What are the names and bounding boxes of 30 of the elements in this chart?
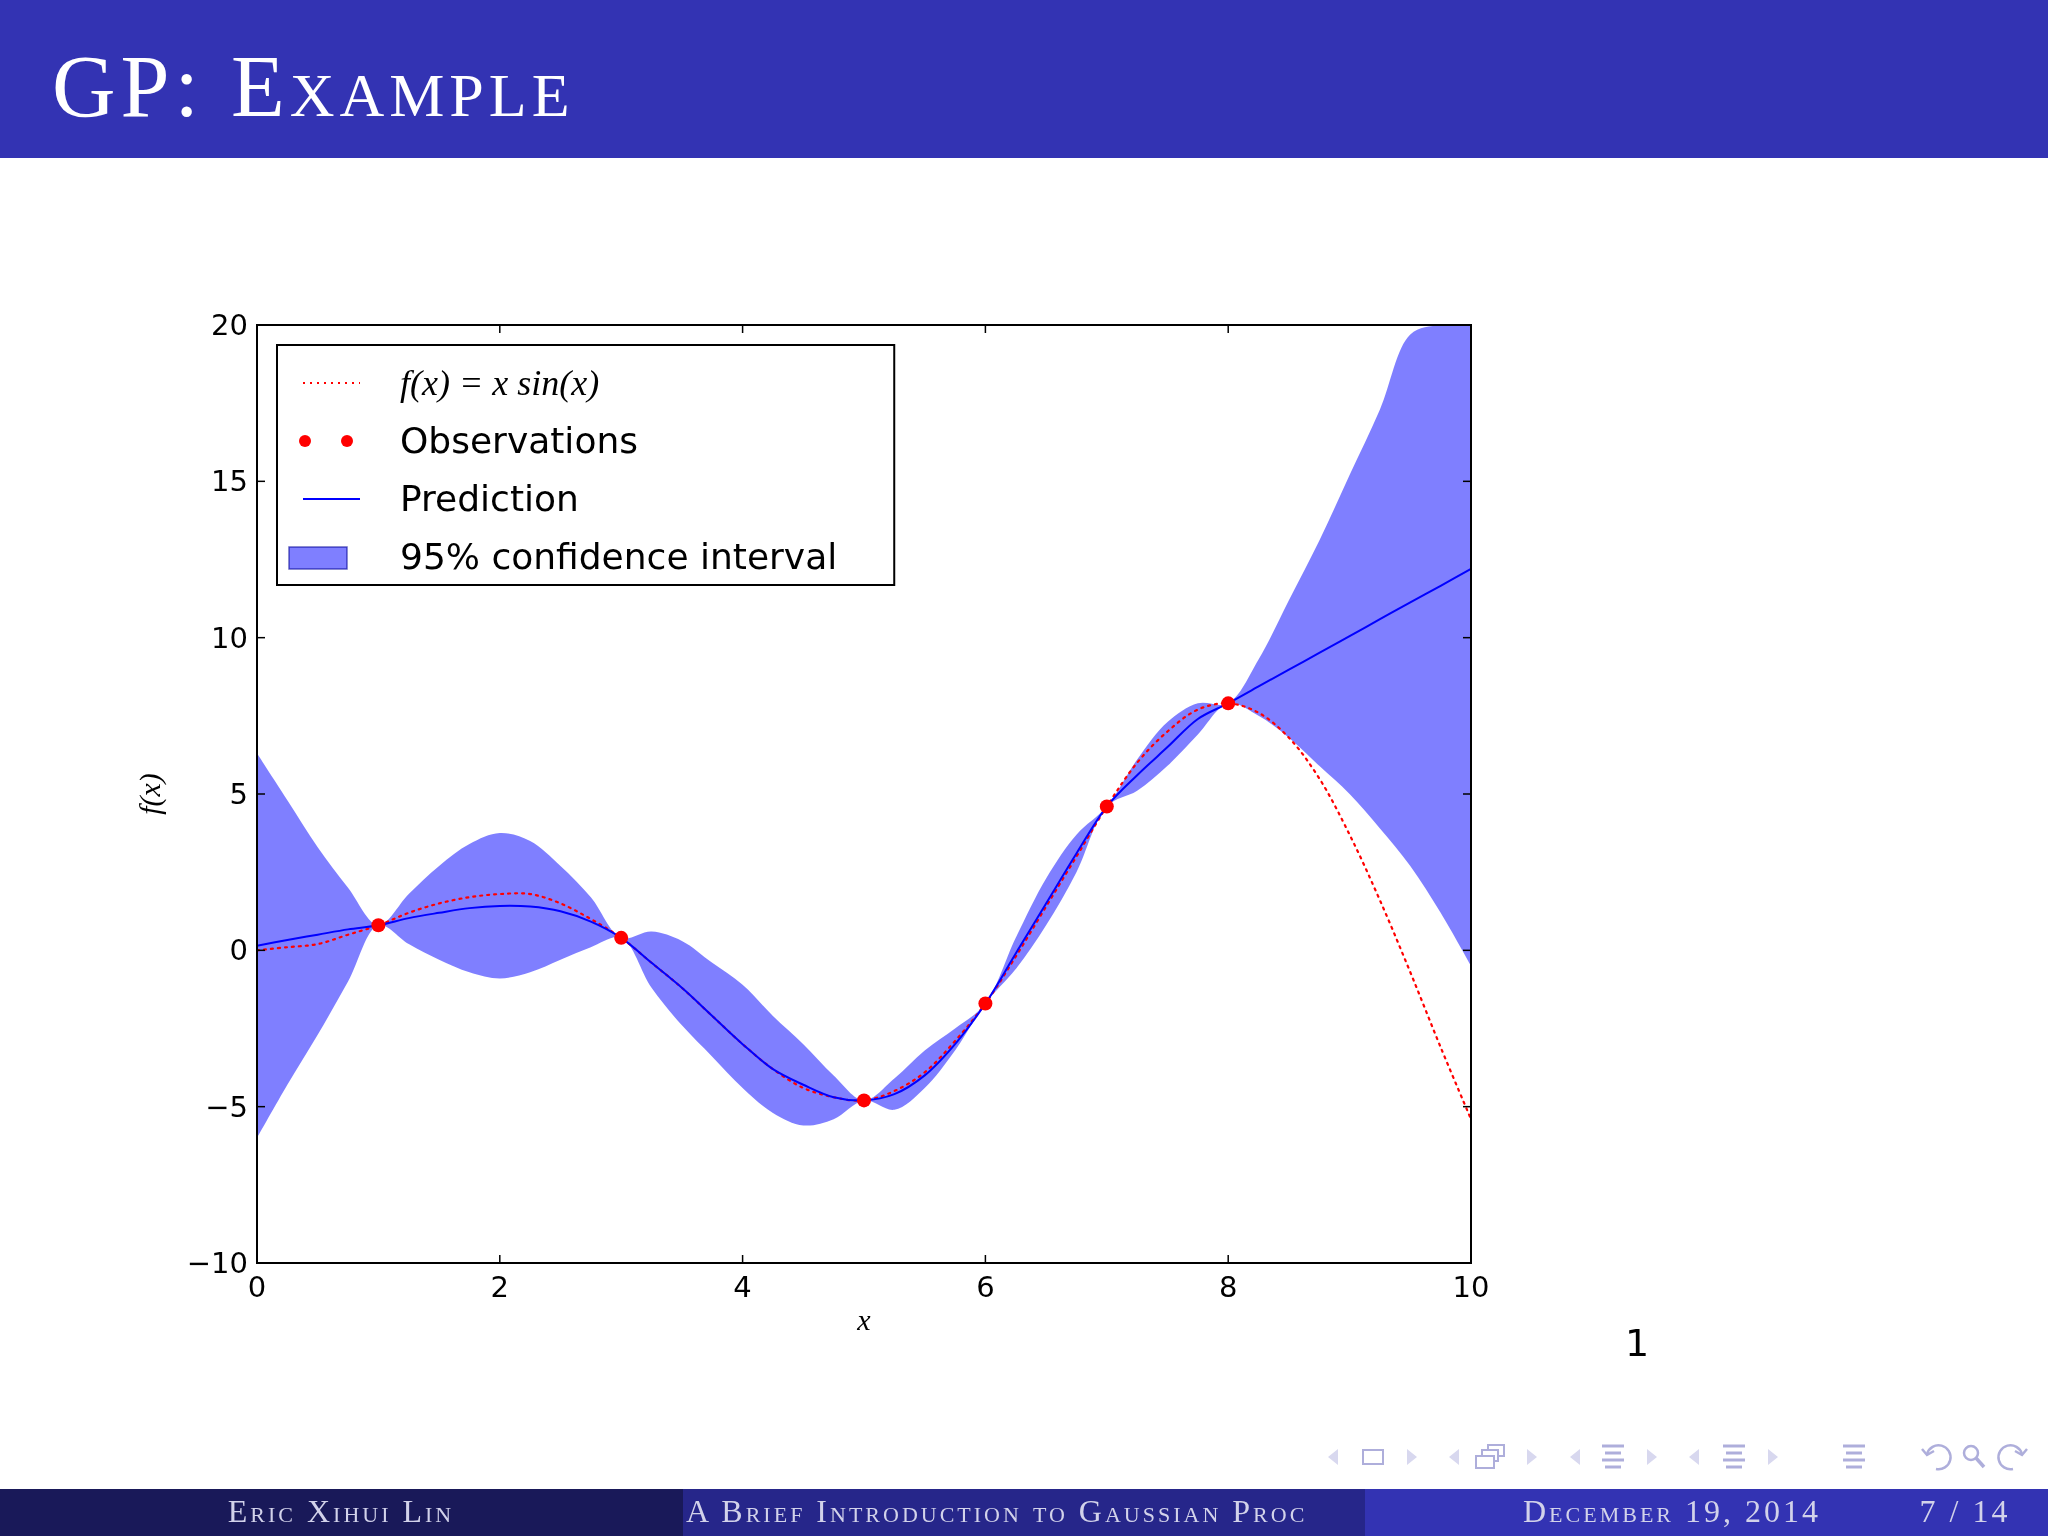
point [614, 930, 629, 945]
annotation: 95% confidence interval [400, 536, 838, 577]
x-tick-label: 8 [1218, 1270, 1238, 1304]
y-axis-title: f(x) [133, 773, 167, 815]
point [371, 918, 386, 933]
y-tick-label: 15 [211, 464, 248, 499]
y-tick-label: 0 [229, 933, 248, 968]
x-tick-label: 4 [733, 1270, 752, 1304]
x-tick-label: 6 [976, 1270, 995, 1304]
y-tick-label: −10 [186, 1246, 248, 1280]
point [1099, 799, 1114, 814]
legend-label: Prediction [400, 478, 579, 519]
text: 1 [1624, 1321, 1650, 1365]
point [1221, 696, 1236, 711]
y-tick-label: 10 [211, 620, 248, 655]
legend-label: Observations [400, 420, 638, 461]
y-tick-label: 5 [229, 777, 248, 811]
point [857, 1093, 871, 1108]
x-axis-title: x [856, 1303, 872, 1336]
y-tick-label: 20 [211, 308, 248, 342]
chart-title: GP: Example [52, 38, 575, 135]
point [978, 996, 993, 1011]
y-tick-label: −5 [205, 1089, 248, 1124]
legend-label: f(x) = x sin(x) [400, 363, 600, 403]
text: 7 / 14 [1919, 1493, 2011, 1529]
text: Eric Xihui Lin [227, 1493, 455, 1529]
text: A Brief Introduction to Gaussian Proc [686, 1493, 1308, 1529]
x-tick-label: 2 [490, 1270, 510, 1304]
x-tick-label: 10 [1452, 1270, 1490, 1304]
text: December 19, 2014 [1522, 1493, 1822, 1529]
